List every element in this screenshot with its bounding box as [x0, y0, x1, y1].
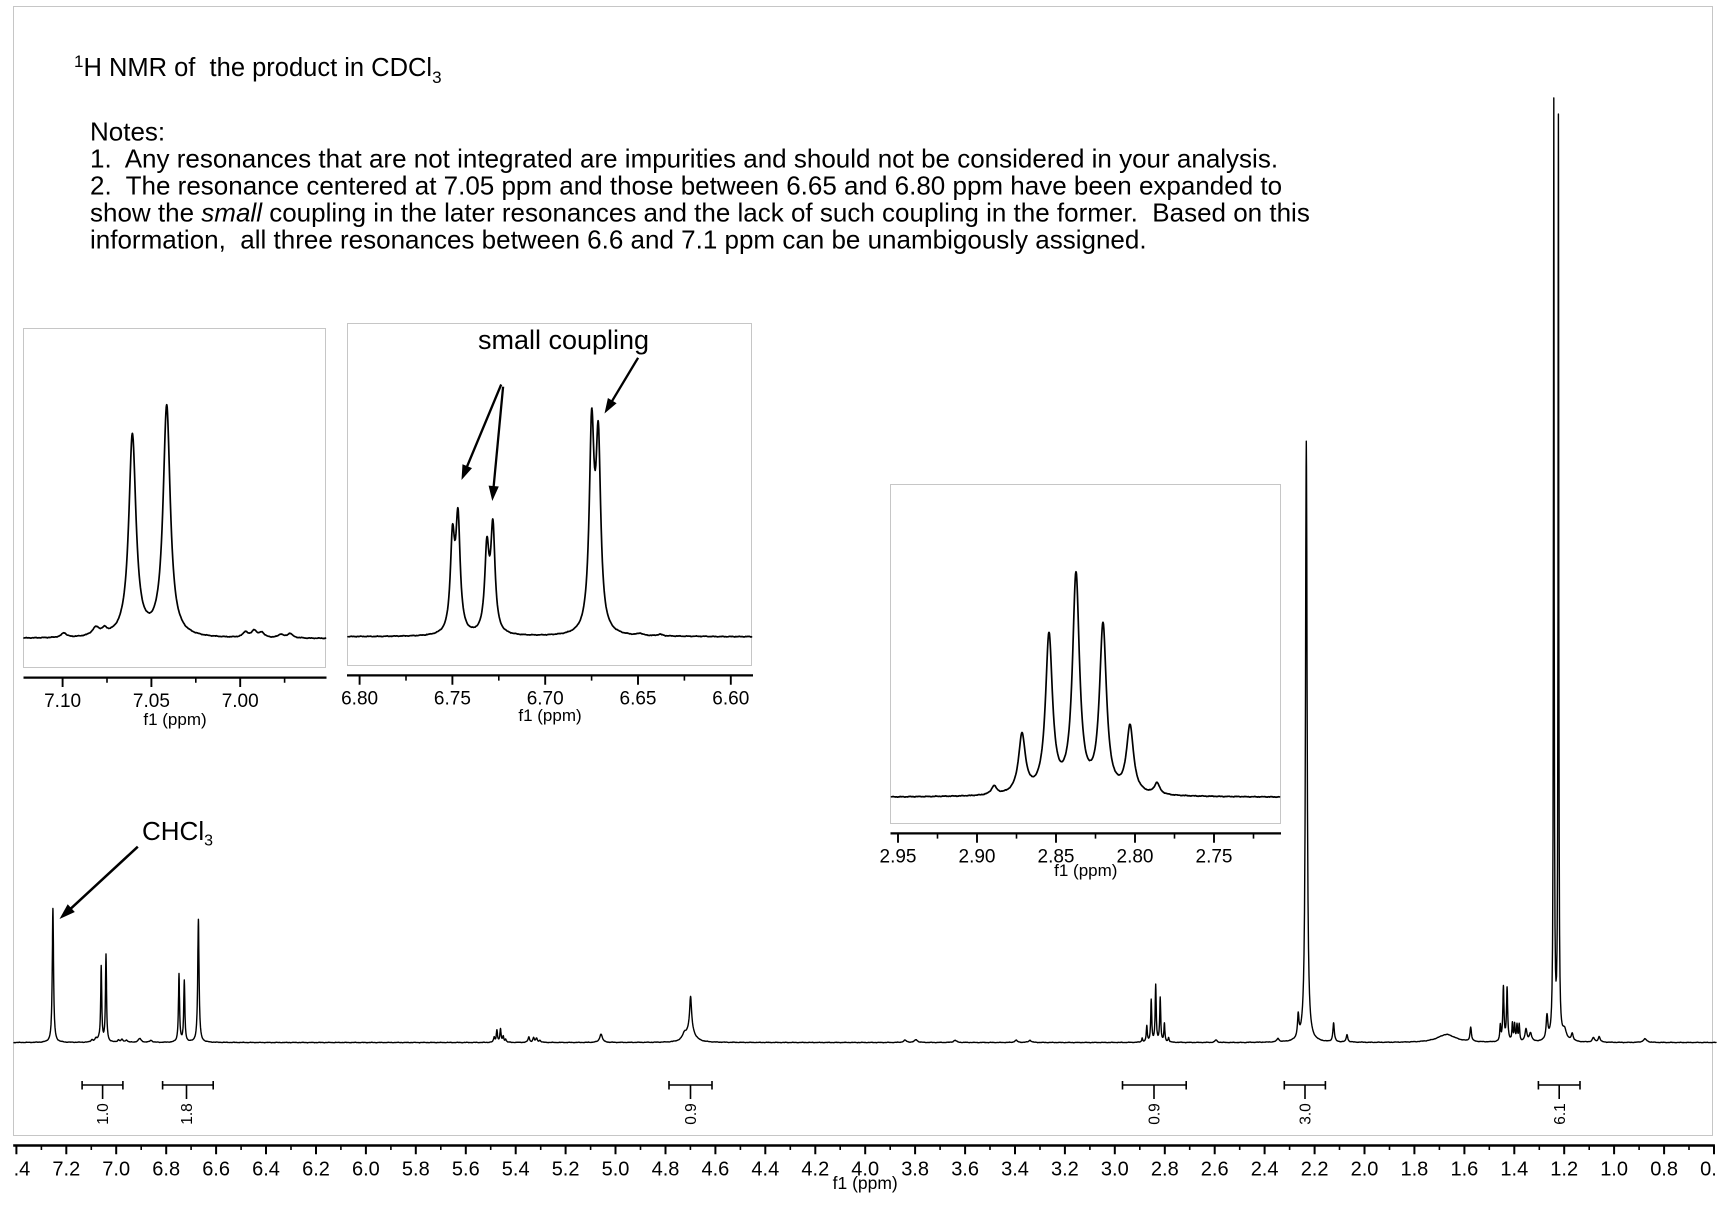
svg-text:1.6: 1.6	[1450, 1159, 1478, 1181]
svg-text:5.2: 5.2	[552, 1159, 580, 1181]
svg-text:3.4: 3.4	[1001, 1159, 1029, 1181]
svg-text:f1 (ppm): f1 (ppm)	[143, 710, 206, 729]
svg-text:7.05: 7.05	[133, 691, 170, 712]
svg-text:2.6: 2.6	[1201, 1159, 1229, 1181]
svg-text:2.95: 2.95	[880, 847, 917, 868]
svg-text:1.0: 1.0	[95, 1103, 112, 1125]
svg-text:7.00: 7.00	[222, 691, 259, 712]
svg-text:7.0: 7.0	[102, 1159, 130, 1181]
svg-text:2.0: 2.0	[1351, 1159, 1379, 1181]
svg-text:0.9: 0.9	[683, 1103, 700, 1125]
svg-text:4.4: 4.4	[751, 1159, 779, 1181]
svg-text:2.90: 2.90	[959, 847, 996, 868]
svg-text:f1 (ppm): f1 (ppm)	[833, 1173, 898, 1193]
svg-text:4.2: 4.2	[801, 1159, 829, 1181]
svg-text:6.75: 6.75	[434, 689, 471, 710]
svg-text:information, all three resona: information, all three resonances betwee…	[90, 225, 1147, 255]
svg-text:7.2: 7.2	[52, 1159, 80, 1181]
svg-text:6.2: 6.2	[302, 1159, 330, 1181]
svg-text:3.0: 3.0	[1101, 1159, 1129, 1181]
svg-text:6.6: 6.6	[202, 1159, 230, 1181]
svg-text:6.8: 6.8	[152, 1159, 180, 1181]
svg-text:3.0: 3.0	[1298, 1103, 1315, 1125]
svg-text:1. Any resonances that are no: 1. Any resonances that are not integrate…	[90, 144, 1278, 174]
svg-text:f1 (ppm): f1 (ppm)	[518, 706, 581, 725]
svg-text:0.9: 0.9	[1147, 1103, 1164, 1125]
svg-text:f1 (ppm): f1 (ppm)	[1054, 861, 1117, 880]
svg-text:1.8: 1.8	[1400, 1159, 1428, 1181]
svg-text:Notes:: Notes:	[90, 117, 165, 147]
svg-text:2.80: 2.80	[1117, 847, 1154, 868]
svg-text:6.1: 6.1	[1552, 1103, 1569, 1125]
svg-text:2.2: 2.2	[1301, 1159, 1329, 1181]
svg-text:1.0: 1.0	[1600, 1159, 1628, 1181]
svg-text:1.4: 1.4	[1500, 1159, 1528, 1181]
svg-text:1.8: 1.8	[179, 1103, 196, 1125]
svg-text:show the small coupling in the: show the small coupling in the later res…	[90, 198, 1310, 228]
svg-text:5.8: 5.8	[402, 1159, 430, 1181]
svg-text:1H NMR of the product in CDCl: 1H NMR of the product in CDCl3	[74, 52, 442, 87]
svg-text:4.0: 4.0	[851, 1159, 879, 1181]
svg-text:5.6: 5.6	[452, 1159, 480, 1181]
svg-text:5.0: 5.0	[602, 1159, 630, 1181]
svg-text:small coupling: small coupling	[478, 325, 649, 355]
svg-text:CHCl3: CHCl3	[142, 816, 213, 850]
svg-text:1.2: 1.2	[1550, 1159, 1578, 1181]
svg-text:6.60: 6.60	[712, 689, 749, 710]
svg-text:2. The resonance centered at: 2. The resonance centered at 7.05 ppm an…	[90, 171, 1282, 201]
svg-text:4.6: 4.6	[701, 1159, 729, 1181]
svg-text:6.80: 6.80	[341, 689, 378, 710]
svg-text:2.8: 2.8	[1151, 1159, 1179, 1181]
svg-text:2.75: 2.75	[1196, 847, 1233, 868]
svg-text:4.8: 4.8	[652, 1159, 680, 1181]
svg-text:6.0: 6.0	[352, 1159, 380, 1181]
svg-text:7.10: 7.10	[44, 691, 81, 712]
svg-text:2.4: 2.4	[1251, 1159, 1279, 1181]
svg-text:3.8: 3.8	[901, 1159, 929, 1181]
svg-text:3.6: 3.6	[951, 1159, 979, 1181]
svg-text:2.85: 2.85	[1038, 847, 1075, 868]
svg-text:6.4: 6.4	[252, 1159, 280, 1181]
svg-text:6.70: 6.70	[527, 689, 564, 710]
svg-text:3.2: 3.2	[1051, 1159, 1079, 1181]
svg-text:6.65: 6.65	[620, 689, 657, 710]
svg-text:0.8: 0.8	[1650, 1159, 1678, 1181]
svg-text:5.4: 5.4	[502, 1159, 530, 1181]
